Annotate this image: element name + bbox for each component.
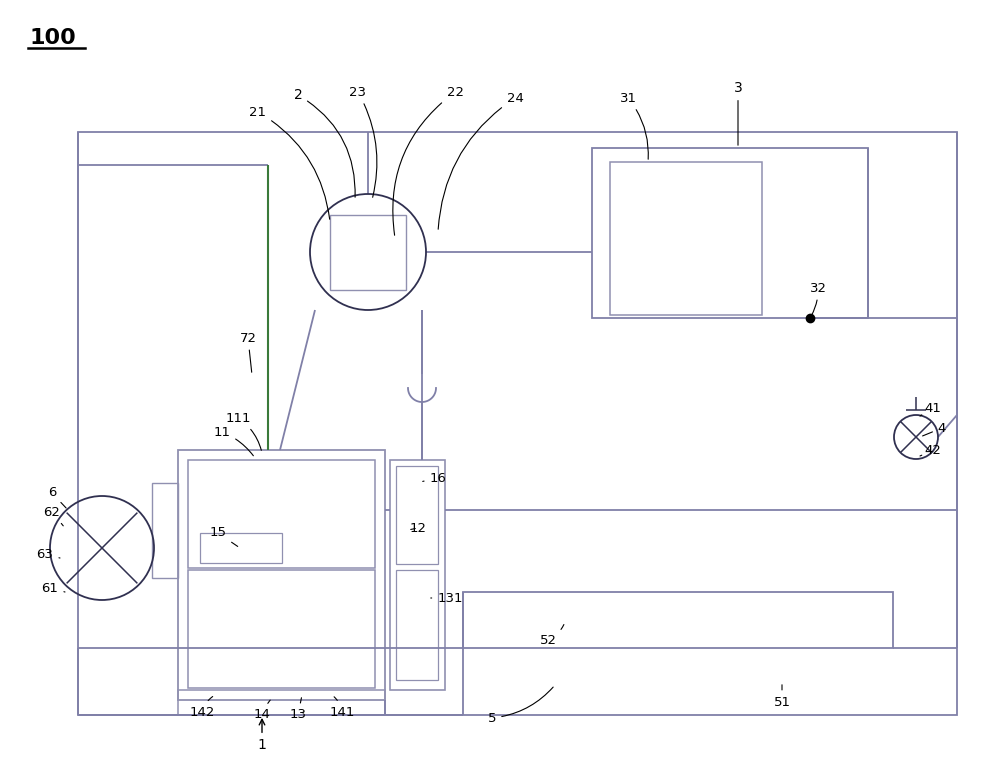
- Text: 15: 15: [210, 527, 238, 546]
- Text: 5: 5: [488, 687, 553, 725]
- Text: 52: 52: [540, 625, 564, 647]
- Text: 141: 141: [329, 697, 355, 719]
- Bar: [78, 132, 957, 715]
- Text: 1: 1: [258, 720, 266, 752]
- Text: 131: 131: [431, 591, 463, 604]
- Bar: [592, 148, 868, 318]
- Bar: [396, 466, 438, 564]
- Text: 3: 3: [734, 81, 742, 145]
- Text: 22: 22: [393, 86, 464, 235]
- Bar: [188, 570, 375, 688]
- Text: 61: 61: [42, 581, 65, 594]
- Text: 31: 31: [620, 92, 648, 159]
- Text: 23: 23: [350, 86, 377, 197]
- Text: 16: 16: [423, 471, 446, 484]
- Text: 51: 51: [774, 685, 790, 708]
- Text: 2: 2: [294, 88, 355, 197]
- Text: 100: 100: [30, 28, 77, 48]
- Bar: [463, 592, 893, 648]
- Text: 13: 13: [290, 698, 306, 722]
- Bar: [188, 460, 375, 568]
- Text: 42: 42: [920, 443, 941, 456]
- Text: 142: 142: [189, 697, 215, 719]
- Bar: [396, 570, 438, 680]
- Bar: [610, 162, 762, 315]
- Text: 32: 32: [810, 282, 826, 316]
- Text: 12: 12: [410, 521, 426, 534]
- Bar: [200, 533, 282, 563]
- Text: 14: 14: [254, 700, 270, 722]
- Text: 63: 63: [37, 549, 60, 562]
- Bar: [330, 215, 406, 290]
- Text: 72: 72: [240, 332, 256, 372]
- Bar: [178, 690, 385, 715]
- Text: 4: 4: [923, 421, 946, 436]
- Bar: [390, 460, 445, 690]
- Text: 41: 41: [920, 402, 941, 416]
- Text: 62: 62: [44, 505, 63, 526]
- Text: 6: 6: [48, 487, 66, 508]
- Text: 24: 24: [438, 92, 523, 229]
- Text: 11: 11: [214, 426, 253, 455]
- Bar: [152, 483, 178, 578]
- Text: 21: 21: [250, 106, 330, 219]
- Bar: [178, 450, 385, 700]
- Text: 111: 111: [225, 411, 261, 450]
